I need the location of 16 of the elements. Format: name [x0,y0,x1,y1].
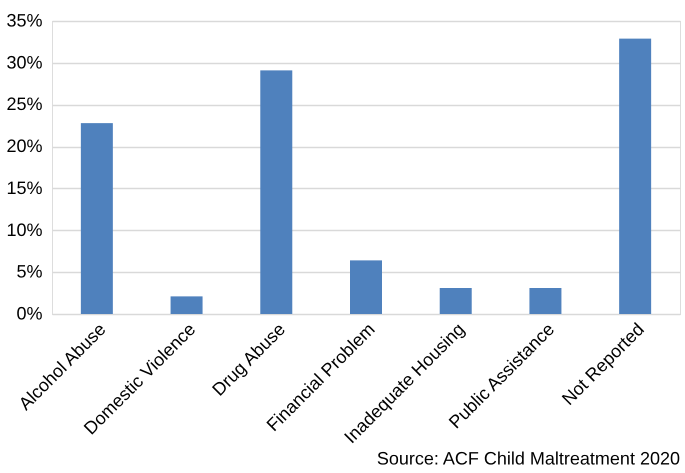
y-tick-label: 20% [6,136,42,156]
y-tick-label: 15% [6,178,42,198]
bar [529,288,562,314]
bar [440,288,472,314]
y-tick-label: 25% [6,94,42,114]
y-tick-label: 10% [6,220,42,240]
bar [80,123,113,314]
bar [350,260,382,314]
bar [170,296,203,314]
y-tick-label: 0% [16,304,42,324]
y-tick-label: 35% [6,10,42,30]
bar [260,70,292,314]
bar [619,38,652,314]
y-tick-label: 5% [16,262,42,282]
y-tick-label: 30% [6,52,42,72]
source-note: Source: ACF Child Maltreatment 2020 [376,448,680,469]
